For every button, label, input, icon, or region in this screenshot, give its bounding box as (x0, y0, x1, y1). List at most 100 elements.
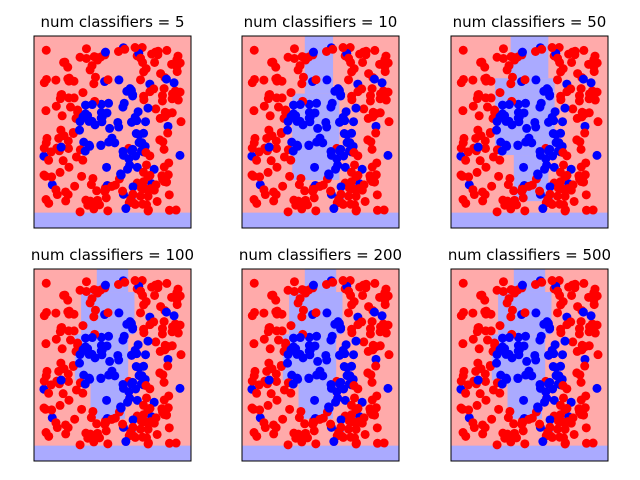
data-point-red (364, 69, 374, 79)
data-point-blue (336, 182, 346, 192)
data-point-red (173, 51, 183, 61)
data-point-red (492, 285, 502, 295)
data-point-blue (492, 350, 502, 360)
data-point-red (584, 94, 594, 104)
data-point-blue (539, 319, 549, 329)
data-point-red (266, 389, 276, 399)
data-point-red (138, 177, 148, 187)
data-point-blue (304, 99, 314, 109)
data-point-red (315, 181, 325, 191)
data-point-red (139, 67, 149, 77)
data-point-red (75, 440, 85, 450)
data-point-red (259, 101, 269, 111)
data-point-blue (504, 333, 514, 343)
data-point-red (297, 79, 307, 89)
data-point-red (380, 67, 390, 77)
data-point-red (475, 156, 485, 166)
data-point-red (367, 317, 377, 327)
data-point-blue (330, 319, 340, 329)
subplot-5: num classifiers = 200 (239, 246, 402, 462)
data-point-red (71, 385, 81, 395)
data-point-blue (498, 333, 508, 343)
decision-region-blue (242, 212, 399, 228)
data-point-red (547, 43, 557, 53)
data-point-blue (497, 109, 507, 119)
data-point-red (506, 79, 516, 89)
data-point-red (41, 106, 51, 116)
axes-frame (33, 35, 192, 229)
data-point-red (486, 326, 496, 336)
data-point-red (151, 337, 161, 347)
data-point-red (574, 329, 584, 339)
data-point-blue (544, 117, 554, 127)
data-point-red (547, 432, 557, 442)
data-point-red (370, 177, 380, 187)
data-point-red (152, 429, 162, 439)
subplot-6: num classifiers = 500 (448, 246, 611, 462)
data-point-red (577, 112, 587, 122)
data-point-red (315, 414, 325, 424)
data-point-red (285, 171, 295, 181)
data-point-blue (113, 350, 123, 360)
data-point-red (100, 419, 110, 429)
data-point-blue (535, 146, 545, 156)
data-point-red (300, 186, 310, 196)
data-point-blue (497, 342, 507, 352)
data-point-red (566, 317, 576, 327)
data-point-blue (558, 350, 568, 360)
data-point-red (375, 108, 385, 118)
data-point-red (70, 414, 80, 424)
data-point-red (547, 199, 557, 209)
data-point-red (285, 404, 295, 414)
data-point-blue (536, 98, 546, 108)
data-point-red (576, 377, 586, 387)
data-point-red (506, 312, 516, 322)
data-point-red (266, 156, 276, 166)
data-point-blue (531, 75, 541, 85)
data-point-blue (161, 307, 171, 317)
data-point-red (263, 167, 273, 177)
data-point-red (584, 341, 594, 351)
data-point-red (349, 160, 359, 170)
data-point-red (51, 75, 61, 85)
data-point-blue (371, 121, 381, 131)
data-point-blue (124, 387, 134, 397)
data-point-red (556, 67, 566, 77)
data-point-red (558, 381, 568, 391)
data-point-blue (132, 162, 142, 172)
data-point-red (473, 323, 483, 333)
data-point-red (347, 300, 357, 310)
data-point-red (100, 186, 110, 196)
data-point-red (475, 389, 485, 399)
data-point-red (44, 155, 54, 165)
data-point-red (255, 172, 265, 182)
data-point-blue (84, 116, 94, 126)
data-point-red (569, 429, 579, 439)
data-point-red (272, 376, 282, 386)
data-point-blue (102, 162, 112, 172)
data-point-red (520, 308, 530, 318)
data-point-red (64, 162, 74, 172)
data-point-red (167, 108, 177, 118)
data-point-red (311, 75, 321, 85)
data-point-red (81, 428, 91, 438)
data-point-red (357, 84, 367, 94)
data-point-red (556, 400, 566, 410)
data-point-red (103, 308, 113, 318)
data-point-blue (535, 379, 545, 389)
data-point-red (359, 337, 369, 347)
data-point-red (57, 344, 67, 354)
data-point-red (480, 136, 490, 146)
data-point-blue (331, 397, 341, 407)
data-point-blue (127, 146, 137, 156)
data-point-red (326, 186, 336, 196)
data-point-blue (141, 350, 151, 360)
data-point-blue (498, 100, 508, 110)
data-point-red (370, 45, 380, 55)
data-point-red (367, 377, 377, 387)
data-point-blue (522, 123, 532, 133)
data-point-blue (80, 379, 90, 389)
data-point-blue (492, 358, 502, 368)
data-point-blue (295, 100, 305, 110)
data-point-red (259, 334, 269, 344)
